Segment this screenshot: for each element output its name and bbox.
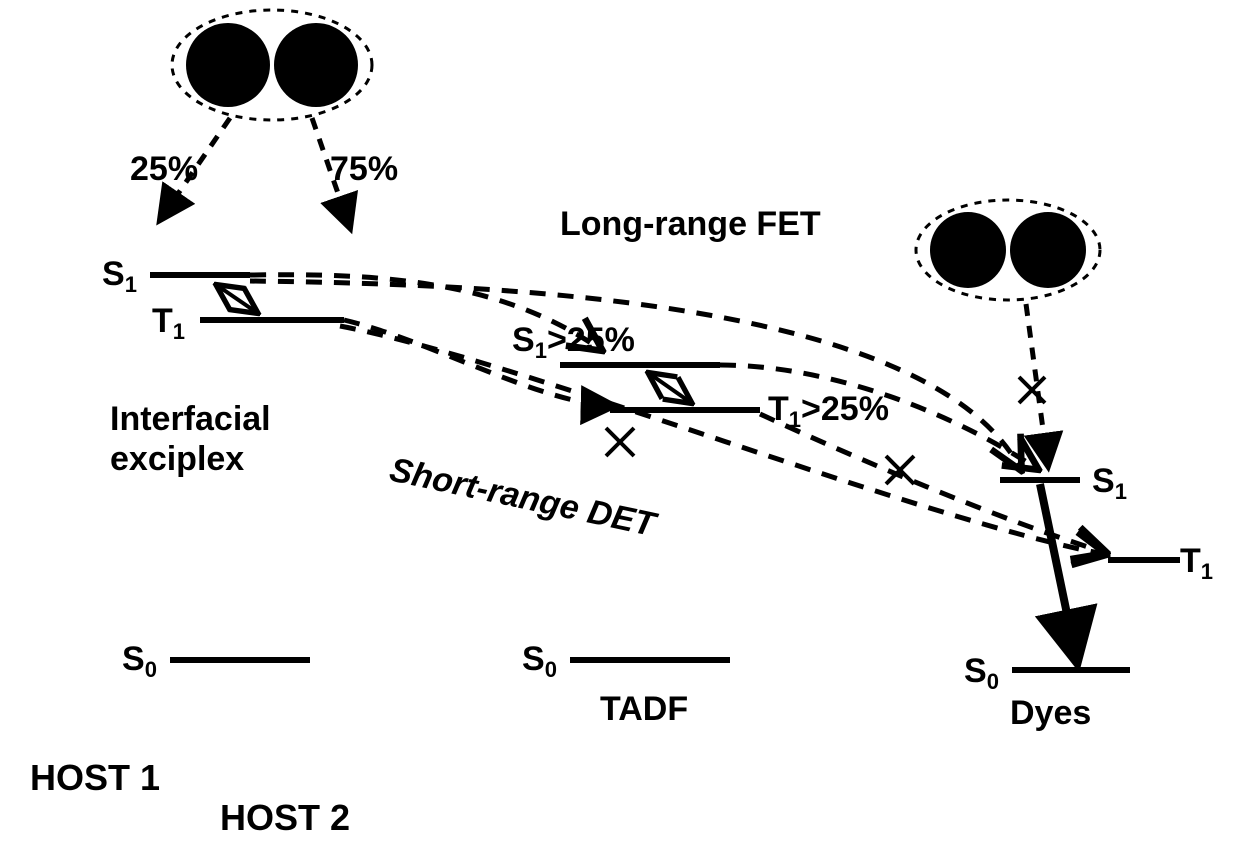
dyes-t1-label: T1: [1180, 542, 1213, 584]
isc-tadf: [650, 374, 690, 402]
dyes-s1-label: S1: [1092, 462, 1127, 504]
short-range-label: Short-range DET: [386, 451, 661, 545]
fet-exciplex-to-dyes: [250, 281, 1020, 468]
interfacial-label-2: exciplex: [110, 440, 244, 478]
right-exciton-left: [930, 212, 1006, 288]
dyes-label: Dyes: [1010, 694, 1091, 732]
tadf-s0-label: S0: [522, 640, 557, 682]
exciplex-t1-label: T1: [152, 302, 185, 344]
exciplex-s1-label: S1: [102, 255, 137, 297]
emission-arrow: [1040, 484, 1077, 662]
tadf-label: TADF: [600, 690, 688, 728]
svg-text:T1: T1: [1180, 542, 1213, 584]
top-exciton-left: [186, 23, 270, 107]
interfacial-label-1: Interfacial: [110, 400, 271, 438]
dyes-s0-label: S0: [964, 652, 999, 694]
tadf-s1-label: S1>25%: [512, 321, 635, 363]
top-exciton-right: [274, 23, 358, 107]
isc-exciplex: [218, 286, 256, 312]
exciplex-s0-label: S0: [122, 640, 157, 682]
svg-text:S0: S0: [522, 640, 557, 682]
long-range-label: Long-range FET: [560, 205, 821, 243]
right-exciton-right: [1010, 212, 1086, 288]
svg-text:S0: S0: [964, 652, 999, 694]
svg-text:S0: S0: [122, 640, 157, 682]
split-75-label: 75%: [330, 150, 398, 188]
split-25-label: 25%: [130, 150, 198, 188]
svg-text:S1: S1: [102, 255, 137, 297]
host2-label: HOST 2: [220, 797, 350, 838]
svg-text:T1: T1: [152, 302, 185, 344]
host1-label: HOST 1: [30, 757, 160, 798]
svg-text:S1: S1: [1092, 462, 1127, 504]
